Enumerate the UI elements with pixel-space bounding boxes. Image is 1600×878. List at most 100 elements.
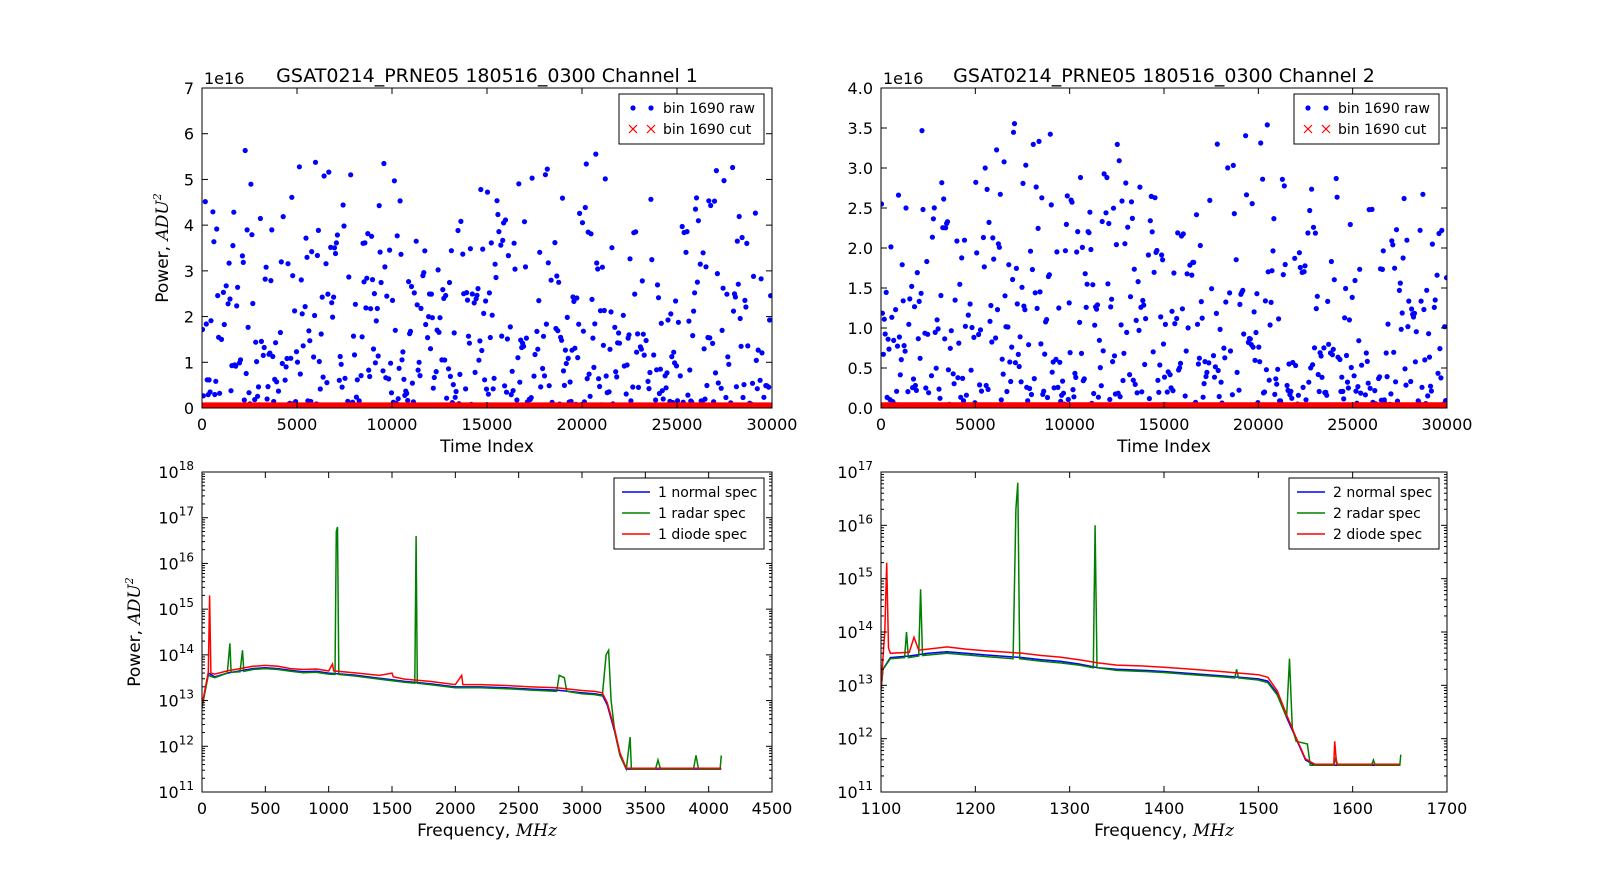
raw-point (1129, 215, 1135, 221)
raw-point (599, 264, 606, 270)
raw-point (630, 384, 636, 390)
raw-point (896, 334, 903, 340)
raw-point (1305, 230, 1311, 236)
raw-point (1135, 279, 1141, 285)
raw-point (531, 373, 537, 379)
raw-point (261, 344, 267, 351)
raw-point (1307, 207, 1313, 214)
raw-point (495, 211, 501, 218)
raw-point (651, 352, 657, 358)
series-1-raw (202, 147, 772, 408)
raw-point (1399, 310, 1405, 316)
raw-point (386, 376, 392, 382)
raw-point (221, 321, 227, 328)
raw-point (730, 164, 736, 171)
y-tick-label: 1014 (837, 619, 873, 642)
raw-point (460, 251, 466, 257)
raw-point (1269, 268, 1275, 274)
raw-point (893, 307, 899, 313)
raw-point (284, 355, 290, 362)
raw-point (285, 261, 291, 267)
raw-point (1077, 319, 1083, 325)
raw-point (1086, 230, 1092, 236)
x-tick-label: 10000 (1044, 415, 1095, 434)
raw-point (590, 335, 596, 341)
raw-point (1156, 389, 1162, 395)
raw-point (400, 349, 406, 355)
raw-point (954, 238, 960, 244)
raw-point (212, 391, 218, 398)
raw-point (1257, 359, 1263, 365)
raw-point (686, 318, 692, 324)
raw-point (609, 245, 615, 251)
raw-point (538, 384, 544, 390)
raw-point (250, 300, 256, 307)
raw-point (1088, 246, 1094, 253)
raw-point (923, 385, 929, 391)
raw-point (1077, 174, 1084, 181)
raw-point (1349, 294, 1355, 300)
legend-label: bin 1690 raw (1338, 101, 1430, 117)
raw-point (1121, 350, 1127, 356)
raw-point (755, 347, 761, 353)
raw-point (894, 343, 901, 349)
legend-label: 2 normal spec (1333, 485, 1432, 501)
raw-point (382, 264, 388, 270)
raw-point (1136, 327, 1142, 333)
chart-panel-1: 0 5000 10000 15000 20000 25000 30000 0 1 2 3 4 5 6 7 1e… (151, 65, 797, 457)
legend-marker (1305, 105, 1311, 111)
x-tick-label: 3000 (562, 799, 603, 818)
raw-point (560, 368, 567, 374)
raw-point (455, 227, 461, 234)
raw-point (463, 386, 469, 392)
chart-panel-2: 0 5000 10000 15000 20000 25000 30000 0.0 0.5 1.0 1… (848, 65, 1473, 457)
raw-point (482, 377, 488, 383)
raw-point (447, 373, 453, 379)
x-tick-label: 5000 (955, 415, 996, 434)
raw-point (278, 259, 284, 265)
raw-point (329, 300, 335, 306)
raw-point (1426, 354, 1433, 360)
x-tick-label: 1700 (1427, 799, 1468, 818)
raw-point (1067, 350, 1073, 356)
raw-point (1365, 380, 1371, 386)
raw-point (895, 192, 902, 198)
raw-point (1301, 269, 1307, 275)
raw-point (1030, 141, 1036, 147)
raw-point (240, 259, 246, 265)
raw-point (1276, 316, 1282, 322)
raw-point (914, 270, 920, 276)
raw-point (1222, 355, 1228, 361)
raw-point (235, 284, 241, 290)
raw-point (1029, 266, 1035, 273)
raw-point (916, 298, 922, 304)
legend-marker (648, 105, 654, 111)
raw-point (628, 398, 634, 404)
raw-point (575, 355, 581, 361)
raw-point (596, 376, 602, 382)
raw-point (477, 338, 483, 344)
raw-point (993, 335, 999, 341)
raw-point (1160, 341, 1167, 347)
legend-label: 1 diode spec (658, 527, 747, 543)
plot-area (881, 482, 1402, 767)
raw-point (1385, 321, 1391, 327)
raw-point (1261, 389, 1268, 395)
raw-point (389, 297, 396, 303)
raw-point (1438, 375, 1444, 381)
raw-point (442, 357, 448, 363)
raw-point (1409, 306, 1415, 312)
raw-point (1405, 324, 1411, 330)
raw-point (1018, 379, 1024, 385)
raw-point (548, 277, 554, 283)
raw-point (984, 186, 990, 192)
raw-point (1243, 192, 1250, 198)
raw-point (586, 371, 592, 377)
raw-point (1123, 180, 1129, 186)
raw-point (1175, 230, 1181, 236)
raw-point (374, 305, 380, 312)
raw-point (1022, 307, 1028, 313)
raw-point (1225, 165, 1231, 171)
y-tick-label: 1016 (837, 512, 873, 535)
x-tick-label: 0 (876, 415, 886, 434)
